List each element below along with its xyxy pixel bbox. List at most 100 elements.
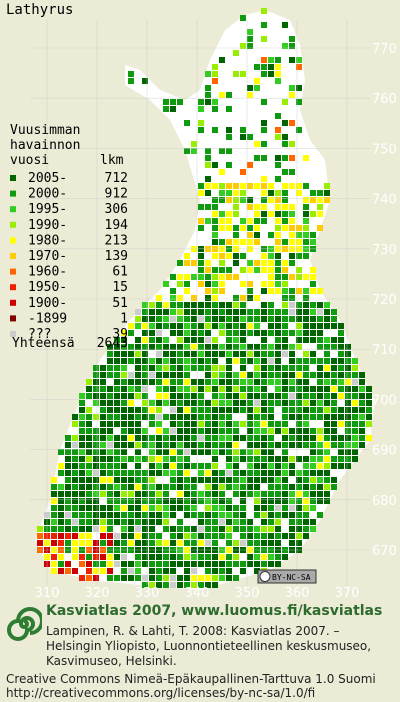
map-cell (226, 106, 232, 112)
map-cell (261, 421, 267, 427)
map-cell (233, 295, 239, 301)
map-cell (177, 477, 183, 483)
legend-count: 51 (112, 296, 128, 311)
map-cell (289, 386, 295, 392)
map-cell (219, 57, 225, 63)
map-cell (282, 344, 288, 350)
map-cell (226, 253, 232, 259)
map-cell (268, 302, 274, 308)
map-cell (177, 533, 183, 539)
map-cell (233, 491, 239, 497)
map-cell (184, 484, 190, 490)
map-cell (177, 554, 183, 560)
map-cell (338, 330, 344, 336)
map-cell (261, 386, 267, 392)
map-cell (303, 386, 309, 392)
map-cell (317, 316, 323, 322)
map-cell (247, 386, 253, 392)
map-cell (142, 575, 148, 581)
map-cell (100, 365, 106, 371)
map-cell (296, 309, 302, 315)
map-cell (303, 225, 309, 231)
map-cell (121, 554, 127, 560)
map-cell (296, 407, 302, 413)
map-cell (149, 470, 155, 476)
map-cell (254, 463, 260, 469)
map-cell (163, 358, 169, 364)
map-cell (156, 337, 162, 343)
map-cell (254, 407, 260, 413)
map-cell (149, 330, 155, 336)
map-cell (303, 533, 309, 539)
map-cell (170, 330, 176, 336)
map-cell (247, 428, 253, 434)
map-cell (135, 526, 141, 532)
map-cell (226, 400, 232, 406)
map-cell (142, 540, 148, 546)
map-cell (226, 323, 232, 329)
map-cell (107, 449, 113, 455)
map-cell (296, 498, 302, 504)
map-cell (317, 379, 323, 385)
map-cell (205, 99, 211, 105)
map-cell (310, 358, 316, 364)
map-cell (289, 253, 295, 259)
map-cell (149, 512, 155, 518)
map-cell (107, 435, 113, 441)
map-cell (338, 372, 344, 378)
map-cell (142, 512, 148, 518)
map-cell (289, 351, 295, 357)
map-cell (310, 463, 316, 469)
map-cell (247, 533, 253, 539)
map-cell (240, 134, 246, 140)
map-cell (219, 183, 225, 189)
map-cell (289, 155, 295, 161)
map-cell (261, 442, 267, 448)
map-cell (121, 442, 127, 448)
map-cell (240, 491, 246, 497)
map-cell (156, 309, 162, 315)
map-cell (184, 554, 190, 560)
map-cell (100, 407, 106, 413)
map-cell (142, 358, 148, 364)
map-cell (282, 225, 288, 231)
map-cell (254, 309, 260, 315)
map-cell (317, 330, 323, 336)
map-cell (79, 512, 85, 518)
map-cell (212, 64, 218, 70)
map-cell (219, 526, 225, 532)
map-cell (107, 386, 113, 392)
map-cell (114, 421, 120, 427)
map-cell (317, 211, 323, 217)
citation: Helsingin Yliopisto, Luonnontieteellinen… (46, 639, 372, 653)
map-cell (268, 484, 274, 490)
map-cell (254, 218, 260, 224)
map-cell (163, 302, 169, 308)
map-cell (289, 92, 295, 98)
map-cell (198, 99, 204, 105)
map-cell (296, 505, 302, 511)
map-cell (198, 582, 204, 588)
y-label: 670 (372, 544, 397, 559)
map-cell (184, 463, 190, 469)
map-cell (177, 442, 183, 448)
map-cell (177, 428, 183, 434)
map-cell (100, 505, 106, 511)
map-cell (212, 302, 218, 308)
map-cell (205, 92, 211, 98)
map-cell (198, 519, 204, 525)
map-cell (310, 400, 316, 406)
map-cell (205, 498, 211, 504)
map-cell (198, 267, 204, 273)
map-cell (233, 435, 239, 441)
map-cell (163, 519, 169, 525)
map-cell (177, 470, 183, 476)
legend-label: 1950- (28, 280, 67, 295)
map-cell (121, 358, 127, 364)
map-cell (184, 316, 190, 322)
map-cell (86, 449, 92, 455)
map-cell (177, 463, 183, 469)
map-cell (352, 407, 358, 413)
map-cell (310, 211, 316, 217)
map-cell (128, 477, 134, 483)
